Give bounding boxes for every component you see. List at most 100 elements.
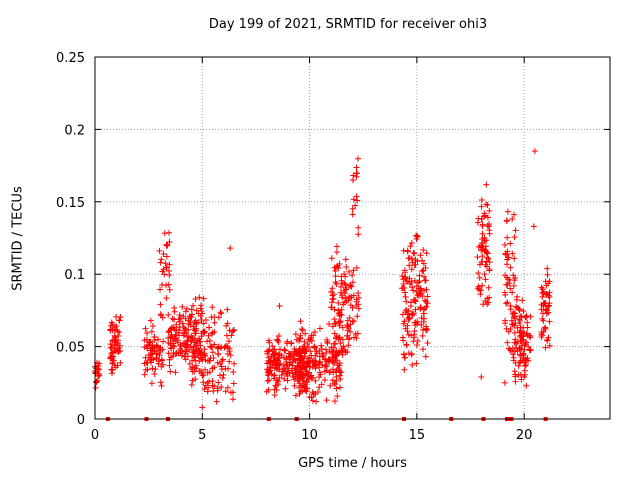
data-point xyxy=(266,377,273,384)
data-point xyxy=(327,382,334,389)
data-point xyxy=(165,350,172,357)
data-point xyxy=(165,335,172,342)
data-point xyxy=(331,380,338,387)
data-points xyxy=(92,148,553,421)
data-point xyxy=(350,172,357,179)
data-point xyxy=(350,267,357,274)
data-point xyxy=(484,254,491,261)
data-point xyxy=(228,332,235,339)
data-point xyxy=(316,358,323,365)
data-point xyxy=(355,305,362,312)
data-point xyxy=(318,342,325,349)
data-point xyxy=(296,390,303,397)
data-point xyxy=(407,303,414,310)
x-tick-label: 5 xyxy=(198,428,206,443)
data-point xyxy=(546,302,553,309)
data-point xyxy=(172,369,179,376)
data-point xyxy=(144,359,151,366)
data-point xyxy=(157,286,164,293)
data-point xyxy=(511,315,518,322)
data-point xyxy=(193,341,200,348)
data-point xyxy=(417,252,424,259)
data-point xyxy=(414,338,421,345)
data-point xyxy=(309,358,316,365)
data-point xyxy=(512,378,519,385)
data-point xyxy=(225,365,232,372)
data-point xyxy=(299,346,306,353)
data-point xyxy=(201,386,208,393)
data-point xyxy=(331,316,338,323)
data-point xyxy=(401,318,408,325)
data-point xyxy=(353,264,360,271)
data-point xyxy=(546,289,553,296)
data-point xyxy=(275,332,282,339)
data-point xyxy=(542,325,549,332)
data-point xyxy=(116,317,123,324)
data-point xyxy=(227,245,234,252)
data-point xyxy=(294,378,301,385)
data-point xyxy=(299,358,306,365)
data-point xyxy=(211,313,218,320)
data-point xyxy=(510,354,517,361)
data-point xyxy=(479,282,486,289)
data-point xyxy=(166,286,173,293)
grid-lines xyxy=(95,57,610,419)
data-point xyxy=(402,293,409,300)
data-point xyxy=(519,333,526,340)
data-point xyxy=(504,234,511,241)
data-point xyxy=(215,379,222,386)
data-point xyxy=(316,384,323,391)
data-point xyxy=(276,366,283,373)
data-point xyxy=(301,350,308,357)
data-point xyxy=(523,312,530,319)
data-point xyxy=(512,336,519,343)
data-point xyxy=(311,343,318,350)
data-point xyxy=(206,324,213,331)
data-point xyxy=(354,330,361,337)
data-point xyxy=(411,277,418,284)
data-point xyxy=(206,337,213,344)
data-point xyxy=(521,373,528,380)
data-point xyxy=(323,397,330,404)
data-point xyxy=(114,349,121,356)
x-tick-label: 15 xyxy=(409,428,426,443)
data-point xyxy=(151,333,158,340)
data-point xyxy=(197,305,204,312)
data-point xyxy=(214,345,221,352)
data-point xyxy=(215,350,222,357)
data-point xyxy=(349,205,356,212)
data-point xyxy=(225,338,232,345)
data-point xyxy=(404,248,411,255)
data-point xyxy=(486,294,493,301)
data-point xyxy=(521,359,528,366)
data-point xyxy=(264,350,271,357)
data-point xyxy=(96,372,103,379)
data-point xyxy=(333,385,340,392)
data-point xyxy=(142,354,149,361)
data-point xyxy=(203,316,210,323)
data-point xyxy=(274,337,281,344)
data-point xyxy=(209,349,216,356)
data-point xyxy=(221,344,228,351)
data-point xyxy=(177,341,184,348)
data-point xyxy=(281,375,288,382)
data-point xyxy=(349,304,356,311)
data-point xyxy=(160,338,167,345)
data-point xyxy=(220,371,227,378)
data-point xyxy=(474,285,481,292)
data-point xyxy=(291,376,298,383)
data-point xyxy=(523,382,530,389)
data-point xyxy=(353,302,360,309)
data-point xyxy=(304,370,311,377)
data-point xyxy=(298,326,305,333)
data-point xyxy=(304,340,311,347)
data-point xyxy=(301,383,308,390)
data-point xyxy=(485,284,492,291)
data-point xyxy=(165,311,172,318)
data-point xyxy=(328,255,335,262)
data-point xyxy=(117,359,124,366)
data-point xyxy=(423,325,430,332)
data-point xyxy=(355,231,362,238)
data-point xyxy=(176,318,183,325)
